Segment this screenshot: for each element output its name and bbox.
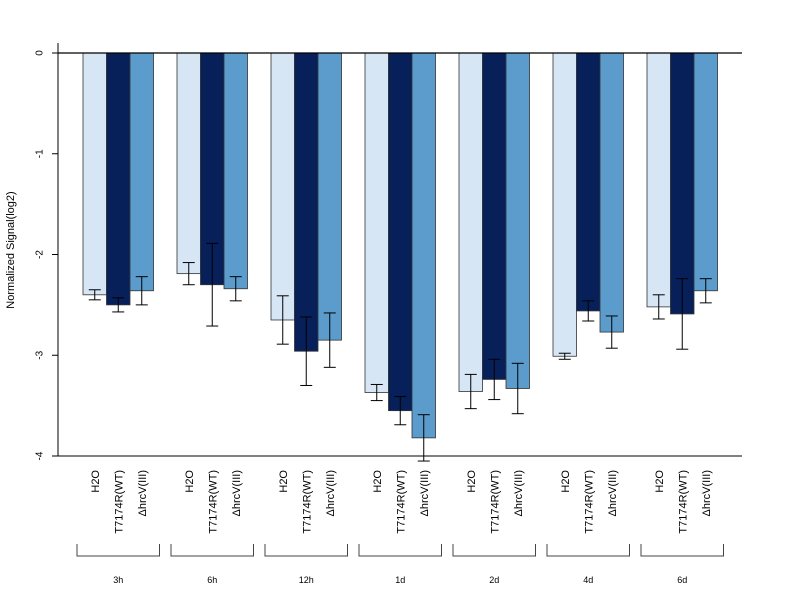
category-label: ΔhrcV(III) bbox=[701, 470, 713, 516]
bar bbox=[317, 52, 342, 341]
group-label: 2d bbox=[489, 575, 499, 585]
y-tick-label: -4 bbox=[35, 451, 46, 460]
bars bbox=[82, 52, 718, 439]
y-tick-label: -1 bbox=[35, 149, 46, 158]
category-label: H2O bbox=[278, 470, 290, 493]
category-label: T7174R(WT) bbox=[677, 470, 689, 534]
group-bracket bbox=[640, 544, 724, 557]
group-label: 6d bbox=[677, 575, 687, 585]
category-label: ΔhrcV(III) bbox=[137, 470, 149, 516]
category-label: ΔhrcV(III) bbox=[231, 470, 243, 516]
category-label: H2O bbox=[560, 470, 572, 493]
bar bbox=[599, 52, 624, 333]
bar bbox=[364, 52, 389, 393]
category-label: H2O bbox=[372, 470, 384, 493]
bar bbox=[176, 52, 201, 275]
bar bbox=[270, 52, 295, 321]
bar bbox=[693, 52, 718, 292]
group-brackets: 3h 6h 12h 1d 2d 4d 6d bbox=[76, 544, 724, 585]
category-label: T7174R(WT) bbox=[395, 470, 407, 534]
category-label: ΔhrcV(III) bbox=[513, 470, 525, 516]
group-label: 3h bbox=[113, 575, 123, 585]
bar bbox=[106, 52, 131, 306]
group-label: 1d bbox=[395, 575, 405, 585]
group-label: 6h bbox=[207, 575, 217, 585]
category-label: T7174R(WT) bbox=[301, 470, 313, 534]
bar bbox=[458, 52, 483, 392]
bar bbox=[294, 52, 319, 352]
group-bracket bbox=[452, 544, 536, 557]
category-label: H2O bbox=[184, 470, 196, 493]
bar bbox=[223, 52, 248, 290]
y-tick-label: -3 bbox=[35, 350, 46, 359]
bar bbox=[576, 52, 601, 312]
bar bbox=[482, 52, 507, 380]
category-labels: H2O T7174R(WT) ΔhrcV(III) H2O T7174R(WT) Δhrc… bbox=[90, 470, 713, 534]
bar bbox=[646, 52, 671, 308]
group-bracket bbox=[76, 544, 160, 557]
y-tick-label: 0 bbox=[35, 50, 46, 56]
y-axis-label: Normalized Signal(log2) bbox=[5, 191, 17, 308]
category-label: H2O bbox=[466, 470, 478, 493]
group-bracket bbox=[170, 544, 254, 557]
category-label: H2O bbox=[654, 470, 666, 493]
bar bbox=[411, 52, 436, 439]
bar bbox=[388, 52, 413, 412]
error-bars bbox=[88, 242, 712, 462]
bar bbox=[82, 52, 107, 296]
category-label: T7174R(WT) bbox=[583, 470, 595, 534]
category-label: ΔhrcV(III) bbox=[419, 470, 431, 516]
category-label: T7174R(WT) bbox=[113, 470, 125, 534]
category-label: H2O bbox=[90, 470, 102, 493]
group-label: 4d bbox=[583, 575, 593, 585]
y-axis: 0 -1 -2 -3 -4 bbox=[35, 43, 59, 460]
y-tick-label: -2 bbox=[35, 250, 46, 259]
bar bbox=[552, 52, 577, 357]
bar bbox=[505, 52, 530, 389]
category-label: ΔhrcV(III) bbox=[325, 470, 337, 516]
bar bbox=[670, 52, 695, 315]
category-label: ΔhrcV(III) bbox=[607, 470, 619, 516]
group-bracket bbox=[358, 544, 442, 557]
group-bracket bbox=[546, 544, 630, 557]
bar bbox=[129, 52, 154, 292]
group-bracket bbox=[264, 544, 348, 557]
category-label: T7174R(WT) bbox=[207, 470, 219, 534]
group-label: 12h bbox=[299, 575, 314, 585]
category-label: T7174R(WT) bbox=[489, 470, 501, 534]
